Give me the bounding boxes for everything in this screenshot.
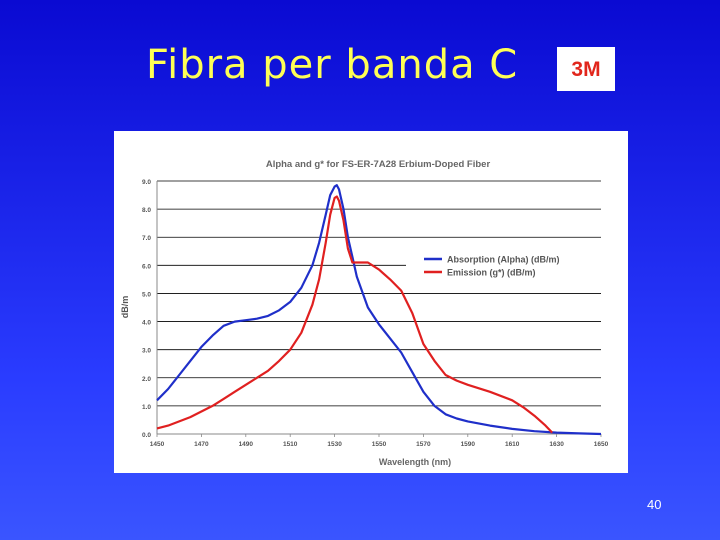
x-axis-label: Wavelength (nm) xyxy=(379,457,451,467)
axes xyxy=(156,181,602,437)
gridlines xyxy=(157,180,601,407)
x-tick-label: 1590 xyxy=(461,441,476,448)
x-tick-label: 1650 xyxy=(594,441,609,448)
3m-logo: 3M xyxy=(557,47,615,91)
y-tick-label: 8.0 xyxy=(142,207,151,214)
legend-box xyxy=(406,249,606,283)
series-lines xyxy=(156,184,602,436)
tick-labels: 0.0 1.0 2.0 3.0 4.0 5.0 6.0 7.0 8.0 9.0 1450 1470 14… xyxy=(142,179,609,448)
3m-logo-text: 3M xyxy=(571,59,600,79)
3m-logo-mark: 3M xyxy=(571,59,600,79)
x-tick-label: 1610 xyxy=(505,441,520,448)
chart-panel: Alpha and g* for FS-ER-7A28 Erbium-Doped… xyxy=(114,131,628,473)
x-tick-label: 1450 xyxy=(150,441,165,448)
chart-title: Alpha and g* for FS-ER-7A28 Erbium-Doped… xyxy=(266,159,491,170)
y-tick-label: 3.0 xyxy=(142,348,151,355)
y-tick-label: 9.0 xyxy=(142,179,151,186)
x-tick-label: 1570 xyxy=(416,441,431,448)
x-tick-label: 1530 xyxy=(327,441,342,448)
x-tick-label: 1550 xyxy=(372,441,387,448)
y-tick-label: 5.0 xyxy=(142,291,151,298)
y-tick-label: 0.0 xyxy=(142,432,151,439)
y-tick-label: 2.0 xyxy=(142,376,151,383)
y-tick-label: 7.0 xyxy=(142,235,151,242)
series-line-absorption xyxy=(156,184,602,436)
page-number: 40 xyxy=(647,497,662,512)
y-axis-label: dB/m xyxy=(120,296,130,319)
x-tick-label: 1510 xyxy=(283,441,298,448)
y-tick-label: 1.0 xyxy=(142,404,151,411)
y-tick-label: 4.0 xyxy=(142,320,151,327)
y-tick-label: 6.0 xyxy=(142,263,151,270)
legend-label: Emission (g*) (dB/m) xyxy=(447,268,536,278)
x-tick-label: 1470 xyxy=(194,441,209,448)
line-chart: Alpha and g* for FS-ER-7A28 Erbium-Doped… xyxy=(120,159,609,467)
x-tick-label: 1490 xyxy=(239,441,254,448)
series-line-emission xyxy=(156,195,553,434)
legend: Absorption (Alpha) (dB/m) Emission (g*) (… xyxy=(406,249,606,283)
x-tick-label: 1630 xyxy=(549,441,564,448)
slide-title: Fibra per banda C xyxy=(146,42,519,88)
legend-label: Absorption (Alpha) (dB/m) xyxy=(447,255,559,265)
